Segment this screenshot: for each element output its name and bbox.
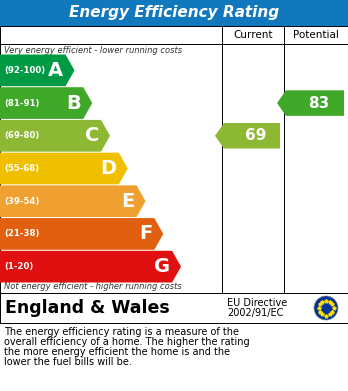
Text: E: E — [121, 192, 135, 211]
Circle shape — [314, 296, 338, 320]
Text: (81-91): (81-91) — [4, 99, 39, 108]
Text: 69: 69 — [245, 128, 267, 143]
Text: Not energy efficient - higher running costs: Not energy efficient - higher running co… — [4, 282, 182, 291]
Bar — [0, 0, 348, 26]
Polygon shape — [0, 218, 163, 250]
Text: 2002/91/EC: 2002/91/EC — [227, 308, 283, 318]
Polygon shape — [0, 251, 181, 283]
Text: Energy Efficiency Rating: Energy Efficiency Rating — [69, 5, 279, 20]
Text: C: C — [85, 126, 99, 145]
Polygon shape — [0, 54, 74, 86]
Polygon shape — [0, 185, 145, 217]
Text: B: B — [66, 93, 81, 113]
Text: (21-38): (21-38) — [4, 230, 39, 239]
Text: D: D — [101, 159, 117, 178]
Polygon shape — [277, 90, 344, 116]
Text: F: F — [139, 224, 152, 244]
Text: The energy efficiency rating is a measure of the: The energy efficiency rating is a measur… — [4, 327, 239, 337]
Text: EU Directive: EU Directive — [227, 298, 287, 308]
Text: (39-54): (39-54) — [4, 197, 39, 206]
Text: Potential: Potential — [293, 30, 339, 40]
Polygon shape — [215, 123, 280, 149]
Polygon shape — [0, 120, 110, 152]
Text: Current: Current — [233, 30, 273, 40]
Text: (55-68): (55-68) — [4, 164, 39, 173]
Bar — [0, 26, 348, 293]
Polygon shape — [0, 152, 128, 185]
Text: (69-80): (69-80) — [4, 131, 39, 140]
Text: lower the fuel bills will be.: lower the fuel bills will be. — [4, 357, 132, 367]
Polygon shape — [0, 87, 92, 119]
Text: Very energy efficient - lower running costs: Very energy efficient - lower running co… — [4, 46, 182, 55]
Text: A: A — [48, 61, 63, 80]
Text: G: G — [154, 257, 170, 276]
Text: overall efficiency of a home. The higher the rating: overall efficiency of a home. The higher… — [4, 337, 250, 347]
Text: the more energy efficient the home is and the: the more energy efficient the home is an… — [4, 347, 230, 357]
Text: 83: 83 — [308, 95, 330, 111]
Text: (1-20): (1-20) — [4, 262, 33, 271]
Text: (92-100): (92-100) — [4, 66, 45, 75]
Bar — [0, 293, 348, 323]
Text: England & Wales: England & Wales — [5, 299, 170, 317]
